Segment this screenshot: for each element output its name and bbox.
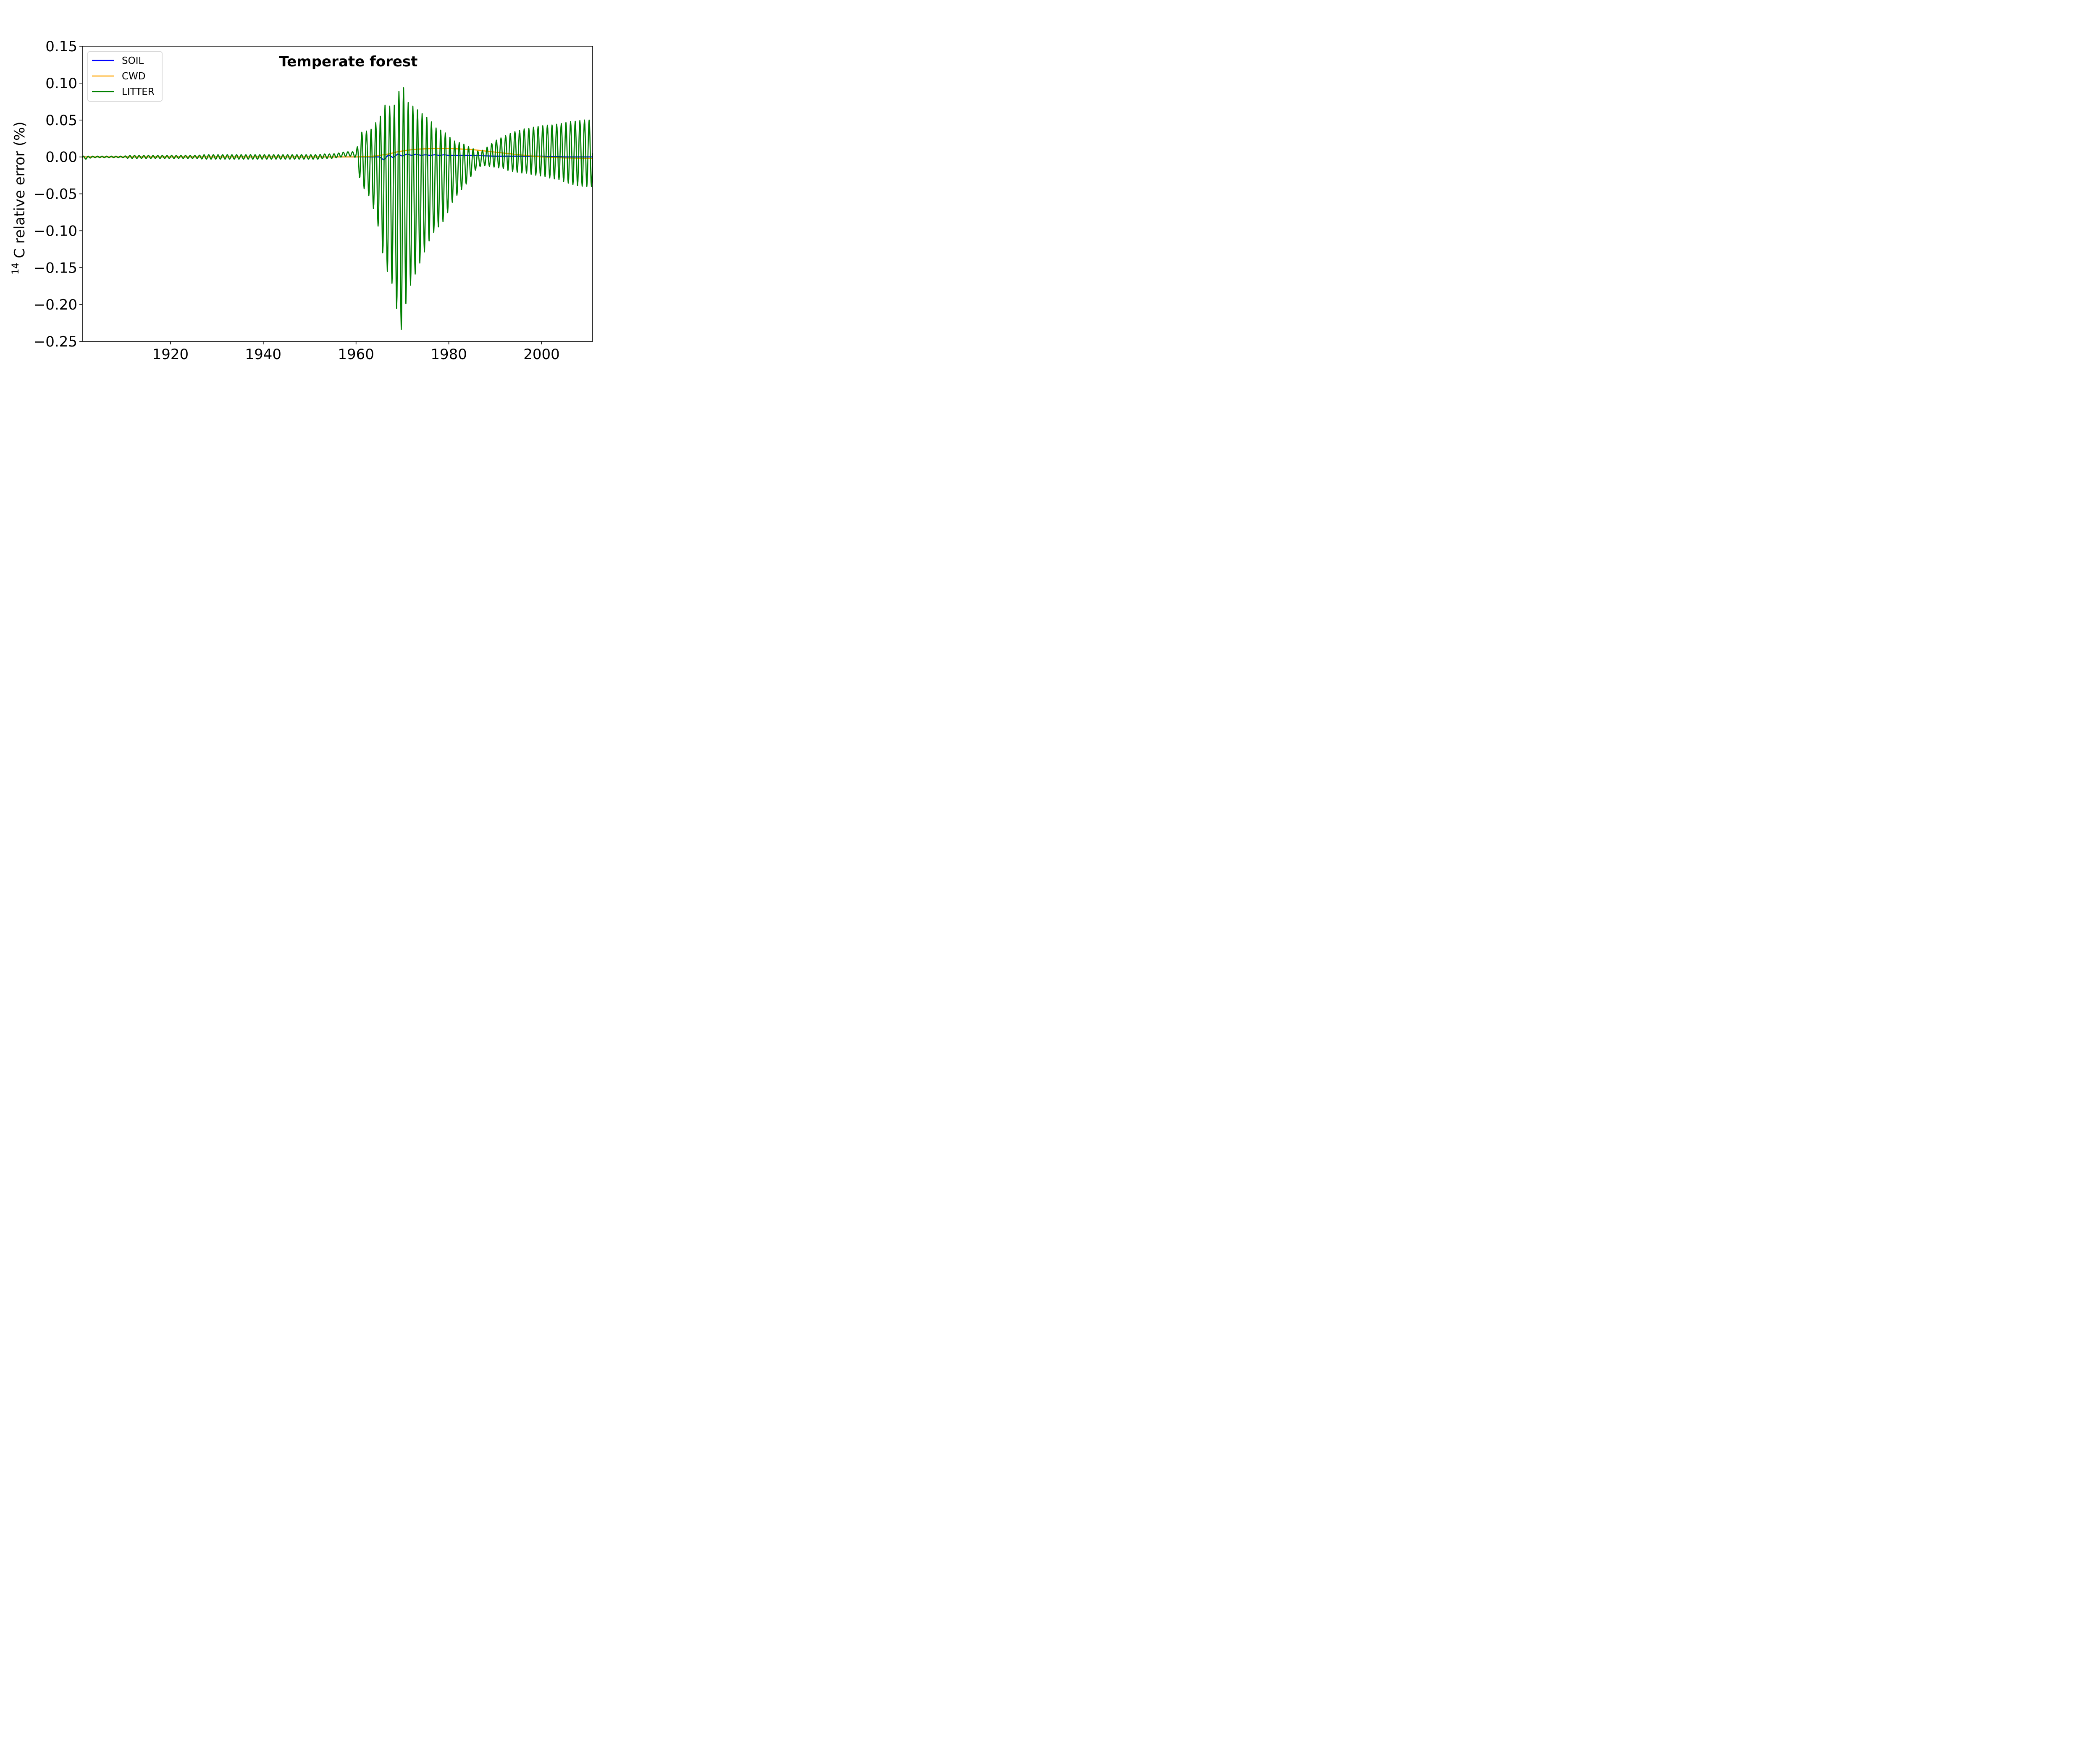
y-tick-label: 0.10	[45, 75, 77, 92]
chart-title: Temperate forest	[279, 53, 418, 70]
legend-label-soil: SOIL	[122, 55, 144, 66]
legend-label-litter: LITTER	[122, 87, 155, 97]
chart-container: 0.15 0.10 0.05 0.00 −0.05 −0.10 −0.15 −0.20 −0.2…	[0, 0, 655, 382]
y-tick-label: −0.05	[34, 186, 77, 203]
legend-box	[87, 51, 163, 102]
y-tick-label: 0.00	[45, 149, 77, 166]
y-tick-label: −0.20	[34, 297, 77, 313]
y-tick-label: −0.10	[34, 223, 77, 239]
x-tick-label: 1940	[245, 346, 282, 363]
legend-label-cwd: CWD	[122, 71, 146, 82]
x-tick-label: 2000	[523, 346, 560, 363]
x-tick-label: 1920	[152, 346, 189, 363]
legend: SOIL CWD LITTER	[87, 51, 163, 102]
y-tick-label: −0.15	[34, 260, 77, 276]
x-tick-label: 1980	[430, 346, 467, 363]
line-chart: 0.15 0.10 0.05 0.00 −0.05 −0.10 −0.15 −0.20 −0.2…	[5, 38, 593, 363]
y-axis: 0.15 0.10 0.05 0.00 −0.05 −0.10 −0.15 −0.20 −0.2…	[34, 38, 82, 350]
series-line-litter	[82, 87, 593, 330]
y-axis-label-text: C relative error (%)	[11, 121, 28, 258]
y-tick-label: 0.15	[45, 38, 77, 55]
y-axis-label-superscript: 14	[10, 263, 21, 275]
y-tick-label: 0.05	[45, 112, 77, 129]
y-tick-label: −0.25	[34, 333, 77, 350]
y-axis-label: 14 C relative error (%)	[5, 121, 28, 274]
x-tick-label: 1960	[338, 346, 374, 363]
x-axis: 1920 1940 1960 1980 2000	[152, 341, 560, 363]
